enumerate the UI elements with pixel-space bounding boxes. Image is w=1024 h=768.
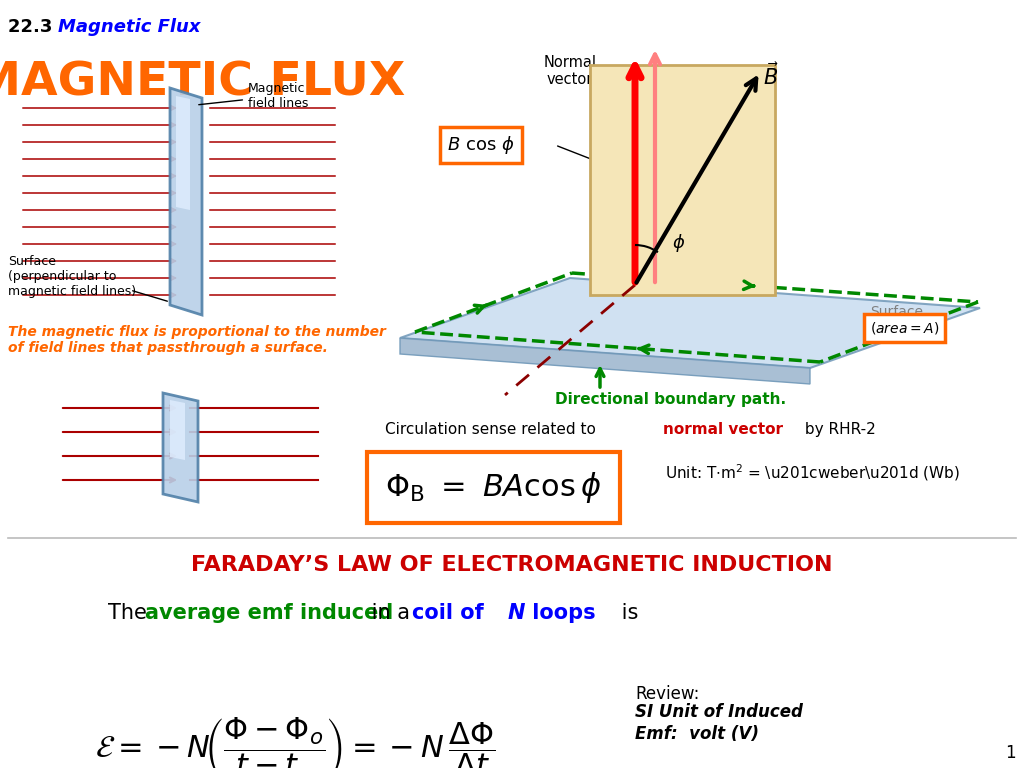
Text: SI Unit of Induced: SI Unit of Induced bbox=[635, 703, 803, 721]
Text: 22.3: 22.3 bbox=[8, 18, 58, 36]
Text: The: The bbox=[108, 603, 154, 623]
Text: Circulation sense related to: Circulation sense related to bbox=[385, 422, 601, 437]
Text: average emf induced: average emf induced bbox=[145, 603, 393, 623]
Text: normal vector: normal vector bbox=[663, 422, 783, 437]
Text: FARADAY’S LAW OF ELECTROMAGNETIC INDUCTION: FARADAY’S LAW OF ELECTROMAGNETIC INDUCTI… bbox=[191, 555, 833, 575]
Text: Emf:  volt (V): Emf: volt (V) bbox=[635, 725, 759, 743]
Polygon shape bbox=[400, 278, 980, 368]
Polygon shape bbox=[163, 393, 198, 502]
Text: Surface: Surface bbox=[870, 305, 923, 319]
Text: Normal
vector: Normal vector bbox=[544, 55, 597, 88]
Text: $B\ \mathrm{cos}\ \phi$: $B\ \mathrm{cos}\ \phi$ bbox=[447, 134, 515, 156]
Text: is: is bbox=[615, 603, 638, 623]
Text: coil of: coil of bbox=[412, 603, 490, 623]
Polygon shape bbox=[170, 88, 202, 315]
Text: 1: 1 bbox=[1006, 744, 1016, 762]
Text: Magnetic Flux: Magnetic Flux bbox=[58, 18, 201, 36]
Polygon shape bbox=[170, 400, 185, 460]
Polygon shape bbox=[176, 96, 190, 210]
Text: Magnetic
field lines: Magnetic field lines bbox=[199, 82, 308, 110]
Text: The magnetic flux is proportional to the number
of field lines that passthrough : The magnetic flux is proportional to the… bbox=[8, 325, 386, 355]
Text: $\vec{B}$: $\vec{B}$ bbox=[763, 62, 779, 89]
Text: Review:: Review: bbox=[635, 685, 699, 703]
Text: Directional boundary path.: Directional boundary path. bbox=[555, 392, 786, 407]
Polygon shape bbox=[400, 338, 810, 384]
Text: $\Phi_{\mathrm{B}}\ =\ \mathit{BA}\cos\phi$: $\Phi_{\mathrm{B}}\ =\ \mathit{BA}\cos\p… bbox=[385, 470, 601, 505]
Text: $(area = A)$: $(area = A)$ bbox=[870, 320, 939, 336]
Text: Surface
(perpendicular to
magnetic field lines): Surface (perpendicular to magnetic field… bbox=[8, 255, 136, 298]
Polygon shape bbox=[590, 65, 775, 295]
Text: in a: in a bbox=[365, 603, 417, 623]
Text: $\phi$: $\phi$ bbox=[672, 232, 685, 254]
Text: $\mathcal{E} = -N\!\left(\dfrac{\Phi - \Phi_o}{t - t_o}\right) = -N\,\dfrac{\Del: $\mathcal{E} = -N\!\left(\dfrac{\Phi - \… bbox=[95, 715, 496, 768]
Text: N: N bbox=[508, 603, 525, 623]
Text: Unit: T$\cdot$m$^2$ = \u201cweber\u201d (Wb): Unit: T$\cdot$m$^2$ = \u201cweber\u201d … bbox=[665, 462, 961, 483]
Text: loops: loops bbox=[525, 603, 596, 623]
Text: MAGNETIC FLUX: MAGNETIC FLUX bbox=[0, 60, 406, 105]
Text: by RHR-2: by RHR-2 bbox=[800, 422, 876, 437]
